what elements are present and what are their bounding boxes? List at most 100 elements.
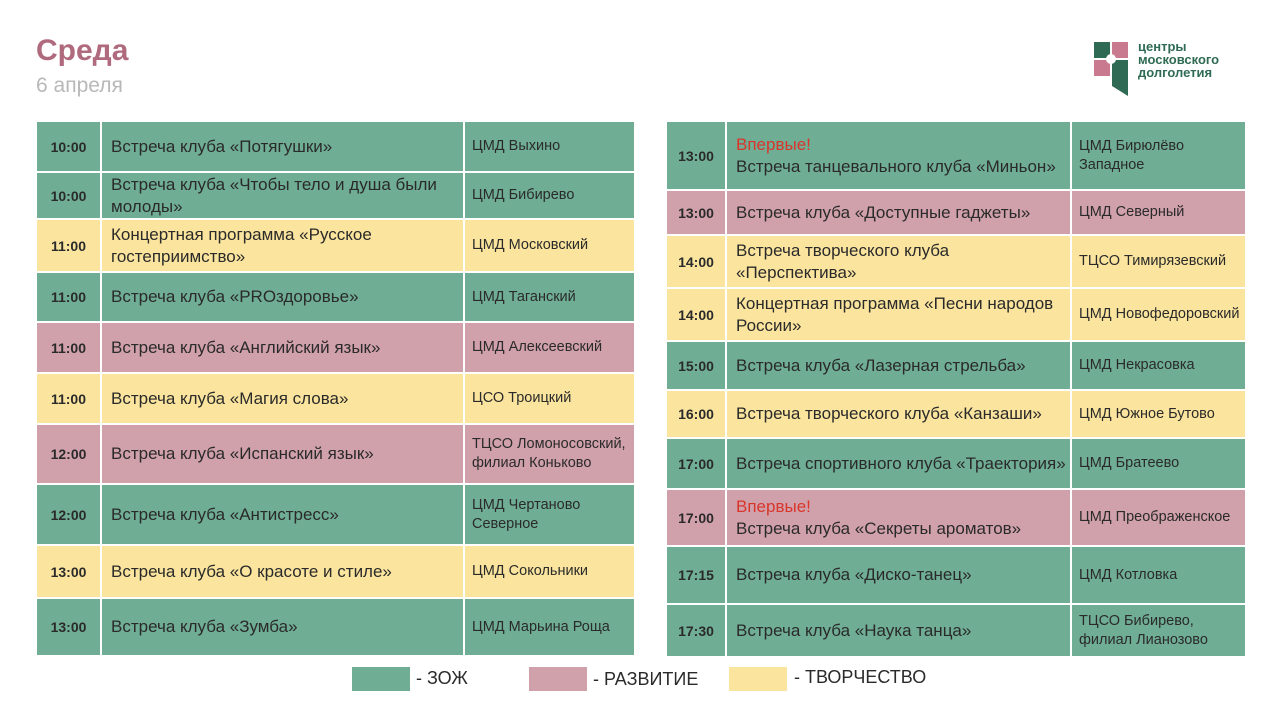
event-place: ЦМД Некрасовка [1070, 340, 1247, 391]
event-title: Встреча творческого клуба «Перспектива» [736, 240, 950, 282]
event-title-cell: Встреча клуба «Чтобы тело и душа были мо… [100, 171, 465, 220]
event-title: Встреча клуба «PROздоровье» [111, 287, 359, 306]
event-place: ТЦСО Ломоносовский, филиал Коньково [463, 423, 636, 485]
event-place: ЦМД Бибирево [463, 171, 636, 220]
legend-swatch-tvor [729, 667, 787, 691]
schedule-row: 13:00 Встреча клуба «Доступные гаджеты» ЦМ… [665, 189, 1247, 236]
schedule-row: 10:00 Встреча клуба «Потягушки» ЦМД Выхино [35, 120, 636, 173]
event-title-cell: Встреча клуба «Диско-танец» [725, 545, 1072, 605]
event-place: ЦМД Южное Бутово [1070, 389, 1247, 439]
event-time: 12:00 [35, 483, 102, 546]
event-time: 11:00 [35, 321, 102, 374]
schedule-row: 12:00 Встреча клуба «Испанский язык» ТЦСО … [35, 423, 636, 485]
event-title: Встреча клуба «Доступные гаджеты» [736, 202, 1031, 222]
event-place: ЦМД Московский [463, 218, 636, 273]
event-title: Встреча клуба «О красоте и стиле» [111, 561, 392, 581]
schedule-row: 13:00 Впервые! Встреча танцевального клуба… [665, 120, 1247, 191]
legend-swatch-zozh [352, 667, 410, 691]
schedule-row: 17:00 Впервые! Встреча клуба «Секреты аром… [665, 488, 1247, 547]
event-title-cell: Встреча клуба «Наука танца» [725, 603, 1072, 658]
event-title: Встреча клуба «Испанский язык» [111, 444, 374, 463]
event-time: 17:00 [665, 488, 727, 547]
event-title: Встреча клуба «Антистресс» [111, 504, 339, 524]
event-time: 17:30 [665, 603, 727, 658]
schedule-row: 11:00 Встреча клуба «Магия слова» ЦСО Трои… [35, 372, 636, 425]
event-time: 11:00 [35, 372, 102, 425]
schedule-row: 16:00 Встреча творческого клуба «Канзаши»… [665, 389, 1247, 439]
schedule-row: 14:00 Встреча творческого клуба «Перспект… [665, 234, 1247, 289]
event-place: ЦМД Сокольники [463, 544, 636, 599]
event-title-cell: Встреча творческого клуба «Перспектива» [725, 234, 1072, 289]
event-place: ЦМД Братеево [1070, 437, 1247, 490]
page-date: 6 апреля [36, 74, 123, 97]
event-place: ЦМД Новофедоровский [1070, 287, 1247, 342]
event-place: ЦМД Выхино [463, 120, 636, 173]
event-title-cell: Встреча клуба «Антистресс» [100, 483, 465, 546]
event-title: Встреча танцевального клуба «Миньон» [736, 156, 1056, 176]
event-time: 14:00 [665, 234, 727, 289]
event-place: ЦМД Северный [1070, 189, 1247, 236]
event-place: ЦСО Троицкий [463, 372, 636, 425]
logo-text: центры московского долголетия [1138, 40, 1219, 79]
event-title-cell: Встреча клуба «Потягушки» [100, 120, 465, 173]
event-title: Встреча спортивного клуба «Траектория» [736, 453, 1066, 473]
event-time: 17:00 [665, 437, 727, 490]
logo-line: долголетия [1138, 65, 1213, 80]
logo-mark-icon [1094, 42, 1128, 96]
event-place: ЦМД Алексеевский [463, 321, 636, 374]
event-title: Встреча клуба «Секреты ароматов» [736, 518, 1022, 538]
schedule-row: 14:00 Концертная программа «Песни народов… [665, 287, 1247, 342]
event-title: Встреча клуба «Магия слова» [111, 388, 349, 408]
event-title-cell: Концертная программа «Песни народов Росс… [725, 287, 1072, 342]
event-title: Встреча творческого клуба «Канзаши» [736, 404, 1042, 423]
event-time: 15:00 [665, 340, 727, 391]
legend-label-zozh: - ЗОЖ [416, 668, 468, 688]
event-title-cell: Концертная программа «Русское гостеприим… [100, 218, 465, 273]
schedule-row: 11:00 Концертная программа «Русское госте… [35, 218, 636, 273]
event-place: ЦМД Таганский [463, 271, 636, 323]
event-title: Встреча клуба «Наука танца» [736, 620, 972, 640]
event-place: ЦМД Марьина Роща [463, 597, 636, 657]
event-time: 12:00 [35, 423, 102, 485]
page-title: Среда [36, 34, 129, 67]
event-time: 17:15 [665, 545, 727, 605]
schedule-row: 11:00 Встреча клуба «Английский язык» ЦМД … [35, 321, 636, 374]
schedule-row: 17:30 Встреча клуба «Наука танца» ТЦСО Биб… [665, 603, 1247, 658]
schedule-row: 17:00 Встреча спортивного клуба «Траектор… [665, 437, 1247, 490]
event-place: ЦМД Чертаново Северное [463, 483, 636, 546]
schedule-row: 13:00 Встреча клуба «О красоте и стиле» ЦМ… [35, 544, 636, 599]
event-time: 10:00 [35, 120, 102, 173]
event-title-cell: Встреча клуба «Зумба» [100, 597, 465, 657]
new-badge: Впервые! [736, 134, 811, 154]
legend-label-razv: - РАЗВИТИЕ [593, 669, 699, 689]
event-title: Встреча клуба «Чтобы тело и душа были мо… [111, 174, 437, 216]
event-time: 13:00 [665, 189, 727, 236]
schedule-row: 15:00 Встреча клуба «Лазерная стрельба» ЦМ… [665, 340, 1247, 391]
event-title: Встреча клуба «Английский язык» [111, 337, 381, 357]
logo-line: центры [1138, 39, 1187, 54]
event-place: ТЦСО Бибирево, филиал Лианозово [1070, 603, 1247, 658]
schedule-row: 13:00 Встреча клуба «Зумба» ЦМД Марьина Ро… [35, 597, 636, 657]
event-place: ЦМД Котловка [1070, 545, 1247, 605]
event-time: 13:00 [35, 597, 102, 657]
event-time: 14:00 [665, 287, 727, 342]
event-time: 13:00 [35, 544, 102, 599]
schedule-row: 12:00 Встреча клуба «Антистресс» ЦМД Черта… [35, 483, 636, 546]
logo: центры московского долголетия [1092, 40, 1252, 100]
event-title: Встреча клуба «Зумба» [111, 617, 298, 636]
event-title-cell: Встреча клуба «Испанский язык» [100, 423, 465, 485]
legend-swatch-razv [529, 667, 587, 691]
event-title-cell: Впервые! Встреча клуба «Секреты ароматов» [725, 488, 1072, 547]
event-title-cell: Встреча клуба «Доступные гаджеты» [725, 189, 1072, 236]
legend-label-tvor: - ТВОРЧЕСТВО [794, 667, 927, 687]
event-title: Встреча клуба «Диско-танец» [736, 565, 972, 584]
schedule-row: 10:00 Встреча клуба «Чтобы тело и душа бы… [35, 171, 636, 220]
event-place: ЦМД Преображенское [1070, 488, 1247, 547]
schedule-table-left: 10:00 Встреча клуба «Потягушки» ЦМД Выхино… [35, 120, 636, 657]
event-title-cell: Встреча клуба «Магия слова» [100, 372, 465, 425]
event-title: Встреча клуба «Потягушки» [111, 136, 333, 156]
logo-line: московского [1138, 52, 1220, 67]
event-place: ТЦСО Тимирязевский [1070, 234, 1247, 289]
event-title: Встреча клуба «Лазерная стрельба» [736, 355, 1026, 375]
event-time: 16:00 [665, 389, 727, 439]
